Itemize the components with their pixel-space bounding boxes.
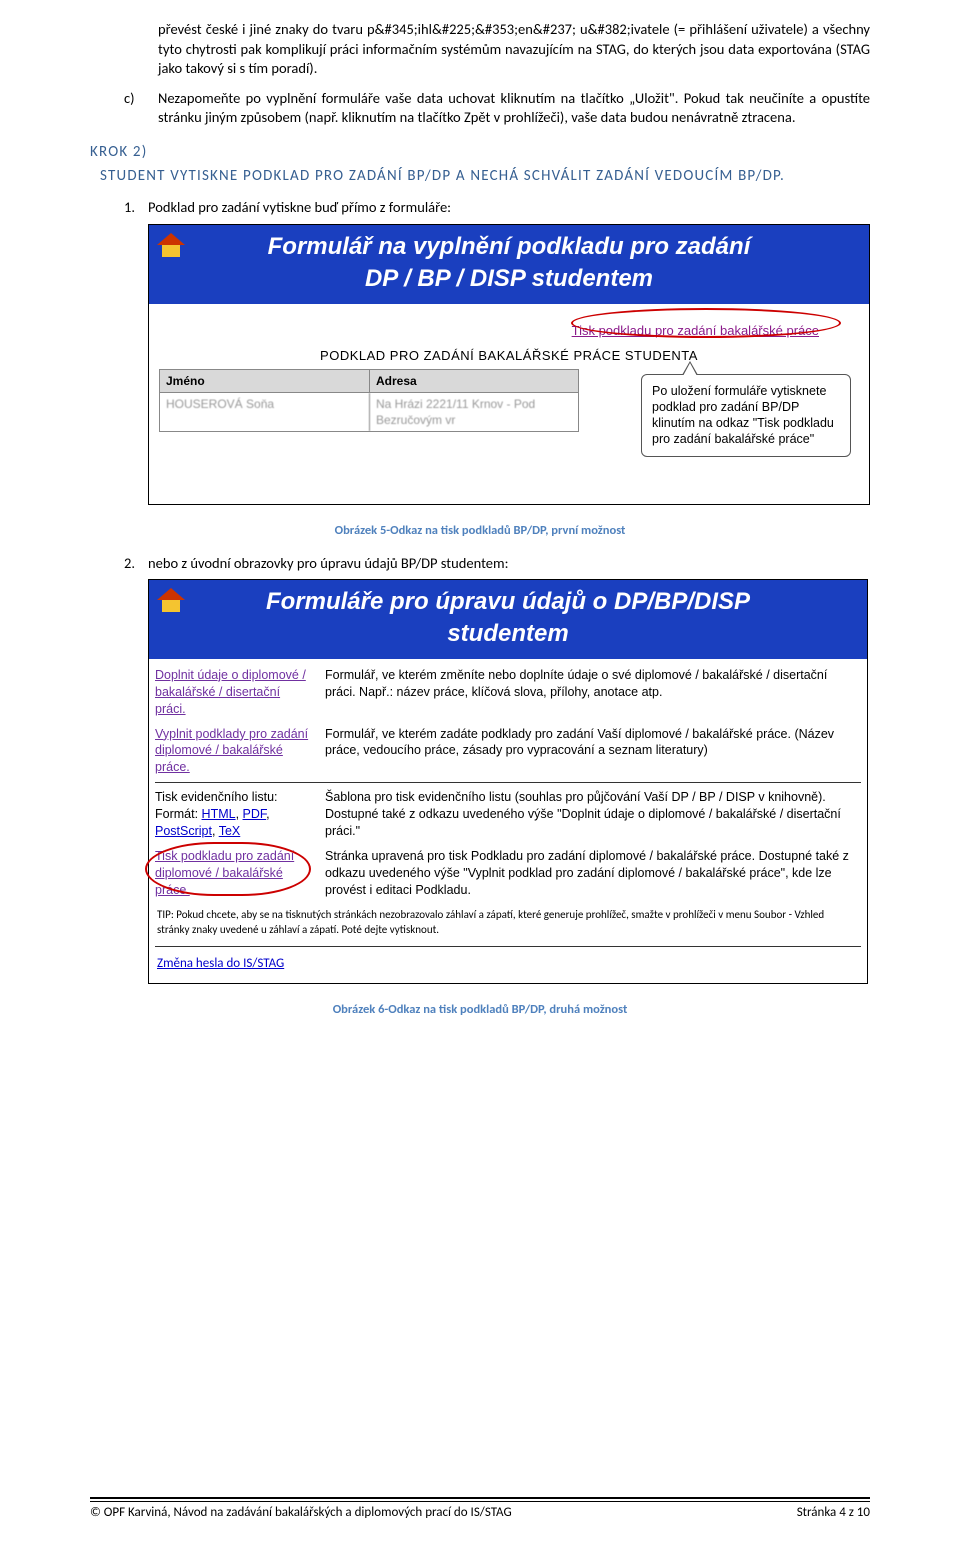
caption-figure-1: Obrázek 5-Odkaz na tisk podkladů BP/DP, …: [90, 523, 870, 540]
divider: [155, 946, 861, 947]
print-link[interactable]: Tisk podkladu pro zadání bakalářské prác…: [159, 314, 859, 344]
figure-2-banner: Formuláře pro úpravu údajů o DP/BP/DISP …: [149, 580, 867, 659]
link-doplnit[interactable]: Doplnit údaje o diplomové / bakalářské /…: [155, 668, 306, 716]
figure-2-body: Doplnit údaje o diplomové / bakalářské /…: [149, 659, 867, 983]
figure-1-banner: Formulář na vyplnění podkladu pro zadání…: [149, 225, 869, 304]
banner2-line1: Formuláře pro úpravu údajů o DP/BP/DISP: [149, 586, 867, 618]
home-icon[interactable]: [157, 233, 185, 261]
num-content-2: nebo z úvodní obrazovky pro úpravu údajů…: [148, 554, 870, 574]
table-row: HOUSEROVÁ Soňa Na Hrázi 2221/11 Krnov - …: [159, 393, 579, 432]
table-row: Doplnit údaje o diplomové / bakalářské /…: [149, 663, 867, 722]
link-format-postscript[interactable]: PostScript: [155, 824, 212, 838]
table-row: Vyplnit podklady pro zadání diplomové / …: [149, 722, 867, 781]
label-tisk-evidencniho: Tisk evidenčního listu:: [155, 790, 278, 804]
banner2-line2: studentem: [149, 618, 867, 650]
list-marker-c: c): [124, 89, 158, 128]
list-content-c: Nezapomeňte po vyplnění formuláře vaše d…: [158, 89, 870, 128]
callout-tooltip: Po uložení formuláře vytisknete podklad …: [641, 374, 851, 457]
heading-krok2-sub: STUDENT VYTISKNE PODKLAD PRO ZADÁNÍ BP/D…: [90, 166, 870, 186]
divider: [155, 782, 861, 783]
figure-2-table: Doplnit údaje o diplomové / bakalářské /…: [149, 663, 867, 780]
figure-2-box: Formuláře pro úpravu údajů o DP/BP/DISP …: [148, 579, 868, 984]
figure-1-body: Tisk podkladu pro zadání bakalářské prác…: [149, 304, 869, 504]
cell-jmeno: HOUSEROVÁ Soňa: [160, 393, 370, 431]
numbered-item-1: 1. Podklad pro zadání vytiskne buď přímo…: [90, 198, 870, 218]
heading-krok2: KROK 2): [90, 142, 870, 162]
figure-2-table-2: Tisk evidenčního listu: Formát: HTML, PD…: [149, 785, 867, 902]
tip-text: TIP: Pokud chcete, aby se na tisknutých …: [149, 902, 867, 944]
link-format-html[interactable]: HTML: [202, 807, 236, 821]
table-header: Jméno Adresa: [159, 369, 579, 393]
link-tisk-podkladu[interactable]: Tisk podkladu pro zadání diplomové / bak…: [155, 849, 294, 897]
footer-right: Stránka 4 z 10: [797, 1504, 870, 1522]
desc-doplnit: Formulář, ve kterém změníte nebo doplnít…: [319, 663, 867, 722]
banner1-line2: DP / BP / DISP studentem: [149, 263, 869, 295]
figure-1-box: Formulář na vyplnění podkladu pro zadání…: [148, 224, 870, 505]
col-header-adresa: Adresa: [370, 370, 578, 392]
figure-1-subtitle: PODKLAD PRO ZADÁNÍ BAKALÁŘSKÉ PRÁCE STUD…: [159, 343, 859, 369]
desc-vyplnit: Formulář, ve kterém zadáte podklady pro …: [319, 722, 867, 781]
paragraph-intro: převést české i jiné znaky do tvaru p&#3…: [90, 20, 870, 79]
caption-figure-2: Obrázek 6-Odkaz na tisk podkladů BP/DP, …: [90, 1002, 870, 1019]
num-marker-2: 2.: [124, 554, 148, 574]
col-header-jmeno: Jméno: [160, 370, 370, 392]
page-footer: © OPF Karviná, Návod na zadávání bakalář…: [90, 1497, 870, 1522]
home-icon[interactable]: [157, 588, 185, 616]
cell-adresa: Na Hrázi 2221/11 Krnov - Pod Bezručovým …: [370, 393, 578, 431]
table-row: Tisk evidenčního listu: Formát: HTML, PD…: [149, 785, 867, 844]
link-vyplnit[interactable]: Vyplnit podklady pro zadání diplomové / …: [155, 727, 308, 775]
num-content-1: Podklad pro zadání vytiskne buď přímo z …: [148, 198, 870, 218]
link-format-pdf[interactable]: PDF: [243, 807, 267, 821]
numbered-item-2: 2. nebo z úvodní obrazovky pro úpravu úd…: [90, 554, 870, 574]
banner1-line1: Formulář na vyplnění podkladu pro zadání: [149, 231, 869, 263]
link-format-tex[interactable]: TeX: [219, 824, 241, 838]
footer-left: © OPF Karviná, Návod na zadávání bakalář…: [90, 1504, 512, 1522]
link-zmena-hesla[interactable]: Změna hesla do IS/STAG: [157, 956, 284, 971]
label-format: Formát:: [155, 807, 202, 821]
desc-tisk-podkladu: Stránka upravená pro tisk Podkladu pro z…: [319, 844, 867, 903]
num-marker-1: 1.: [124, 198, 148, 218]
desc-tisk-evidencniho: Šablona pro tisk evidenčního listu (souh…: [319, 785, 867, 844]
list-item-c: c) Nezapomeňte po vyplnění formuláře vaš…: [90, 89, 870, 128]
table-row: Tisk podkladu pro zadání diplomové / bak…: [149, 844, 867, 903]
